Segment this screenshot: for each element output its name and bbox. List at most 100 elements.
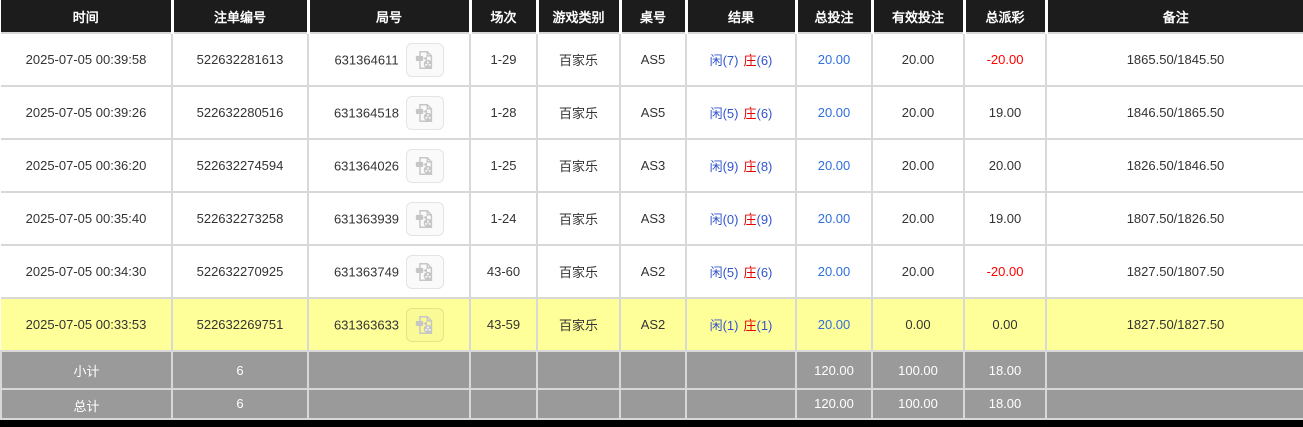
cell-valid-bet: 20.00 bbox=[871, 191, 965, 246]
column-header-payout: 总派彩 bbox=[964, 0, 1048, 34]
result-banker-label: 庄 bbox=[743, 106, 757, 121]
cell-result: 闲(7) 庄(6) bbox=[685, 32, 797, 87]
cell-session: 1-24 bbox=[469, 191, 538, 246]
cell-table-number: AS5 bbox=[619, 85, 687, 140]
column-header-result: 结果 bbox=[686, 0, 798, 34]
subtotal-row: 小计 6 120.00 100.00 18.00 bbox=[0, 350, 1303, 390]
video-replay-icon[interactable] bbox=[406, 201, 445, 236]
total-bet-link[interactable]: 20.00 bbox=[817, 264, 851, 279]
summary-empty-round bbox=[307, 388, 471, 420]
summary-count: 6 bbox=[171, 388, 309, 420]
grand-total-row: 总计 6 120.00 100.00 18.00 bbox=[0, 388, 1303, 420]
video-replay-icon[interactable] bbox=[406, 148, 445, 183]
summary-label: 小计 bbox=[0, 350, 173, 390]
total-bet-link[interactable]: 20.00 bbox=[817, 317, 851, 332]
column-header-game_type: 游戏类别 bbox=[537, 0, 622, 34]
cell-remark: 1807.50/1826.50 bbox=[1045, 191, 1303, 246]
result-player: 闲(5) bbox=[709, 265, 739, 280]
cell-payout: 19.00 bbox=[963, 191, 1047, 246]
cell-time: 2025-07-05 00:34:30 bbox=[1, 244, 173, 299]
total-bet-link[interactable]: 20.00 bbox=[817, 52, 851, 67]
summary-total-bet: 120.00 bbox=[795, 350, 873, 390]
cell-game-type: 百家乐 bbox=[536, 138, 621, 193]
round-number: 631364611 bbox=[334, 52, 399, 67]
cell-result: 闲(0) 庄(9) bbox=[685, 191, 797, 246]
total-bet-link[interactable]: 20.00 bbox=[817, 211, 851, 226]
table-row: 2025-07-05 00:39:26 522632280516 6313645… bbox=[1, 85, 1303, 140]
summary-empty-round bbox=[307, 350, 471, 390]
summary-empty-result bbox=[685, 350, 797, 390]
column-header-remark: 备注 bbox=[1046, 0, 1303, 34]
summary-payout: 18.00 bbox=[963, 350, 1047, 390]
cell-round-number: 631364518 bbox=[307, 85, 471, 140]
result-banker-score: (6) bbox=[756, 106, 773, 121]
video-replay-icon[interactable] bbox=[406, 254, 445, 289]
video-replay-icon[interactable] bbox=[405, 42, 444, 77]
cell-bet-number: 522632269751 bbox=[171, 297, 309, 352]
result-player: 闲(5) bbox=[709, 106, 739, 121]
cell-game-type: 百家乐 bbox=[536, 244, 621, 299]
cell-table-number: AS2 bbox=[619, 297, 687, 352]
video-replay-icon[interactable] bbox=[406, 95, 445, 130]
result-banker-label: 庄 bbox=[743, 318, 757, 333]
column-header-bet_no: 注单编号 bbox=[172, 0, 310, 34]
summary-count: 6 bbox=[171, 350, 309, 390]
summary-empty-result bbox=[685, 388, 797, 420]
column-header-table_no: 桌号 bbox=[620, 0, 688, 34]
table-header-row: 时间 注单编号 局号 场次 游戏类别 桌号 结果 总投注 有效投注 总派彩 备注 bbox=[1, 0, 1303, 34]
summary-payout: 18.00 bbox=[963, 388, 1047, 420]
round-number: 631363633 bbox=[333, 317, 400, 332]
table-row: 2025-07-05 00:34:30 522632270925 6313637… bbox=[1, 244, 1303, 299]
cell-session: 43-59 bbox=[469, 297, 538, 352]
summary-empty-session bbox=[469, 388, 538, 420]
cell-remark: 1827.50/1827.50 bbox=[1045, 297, 1303, 352]
cell-bet-number: 522632273258 bbox=[171, 191, 309, 246]
cell-game-type: 百家乐 bbox=[536, 32, 621, 87]
summary-empty-session bbox=[469, 350, 538, 390]
cell-session: 43-60 bbox=[469, 244, 538, 299]
summary-valid-bet: 100.00 bbox=[871, 388, 965, 420]
summary-valid-bet: 100.00 bbox=[871, 350, 965, 390]
summary-empty-game bbox=[536, 388, 621, 420]
cell-remark: 1827.50/1807.50 bbox=[1045, 244, 1303, 299]
cell-table-number: AS3 bbox=[619, 191, 687, 246]
result-player: 闲(9) bbox=[709, 159, 739, 174]
result-banker-label: 庄 bbox=[743, 212, 757, 227]
cell-result: 闲(1) 庄(1) bbox=[685, 297, 797, 352]
cell-time: 2025-07-05 00:39:26 bbox=[1, 85, 173, 140]
cell-table-number: AS5 bbox=[619, 32, 687, 87]
cell-round-number: 631363633 bbox=[307, 297, 471, 352]
summary-total-bet: 120.00 bbox=[795, 388, 873, 420]
cell-remark: 1846.50/1865.50 bbox=[1045, 85, 1303, 140]
cell-payout: -20.00 bbox=[963, 244, 1047, 299]
round-number: 631363939 bbox=[333, 211, 400, 226]
cell-time: 2025-07-05 00:36:20 bbox=[1, 138, 173, 193]
result-banker-score: (9) bbox=[756, 212, 773, 227]
cell-game-type: 百家乐 bbox=[536, 85, 621, 140]
cell-session: 1-29 bbox=[469, 32, 538, 87]
cell-bet-number: 522632281613 bbox=[171, 32, 309, 87]
column-header-total_bet: 总投注 bbox=[796, 0, 874, 34]
column-header-time: 时间 bbox=[1, 0, 174, 34]
round-number: 631364518 bbox=[333, 105, 400, 120]
cell-valid-bet: 20.00 bbox=[871, 85, 965, 140]
cell-bet-number: 522632280516 bbox=[171, 85, 309, 140]
cell-valid-bet: 20.00 bbox=[871, 138, 965, 193]
table-row: 2025-07-05 00:36:20 522632274594 6313640… bbox=[1, 138, 1303, 193]
video-replay-icon[interactable] bbox=[406, 307, 445, 342]
summary-empty-table bbox=[619, 350, 687, 390]
cell-round-number: 631363749 bbox=[307, 244, 471, 299]
cell-session: 1-25 bbox=[469, 138, 538, 193]
total-bet-link[interactable]: 20.00 bbox=[817, 105, 851, 120]
result-player: 闲(0) bbox=[709, 212, 739, 227]
cell-valid-bet: 0.00 bbox=[871, 297, 965, 352]
cell-round-number: 631363939 bbox=[307, 191, 471, 246]
cell-total-bet: 20.00 bbox=[795, 297, 873, 352]
cell-table-number: AS3 bbox=[619, 138, 687, 193]
cell-result: 闲(5) 庄(6) bbox=[685, 244, 797, 299]
result-player: 闲(1) bbox=[709, 318, 739, 333]
total-bet-link[interactable]: 20.00 bbox=[817, 158, 851, 173]
result-banker-label: 庄 bbox=[743, 159, 757, 174]
